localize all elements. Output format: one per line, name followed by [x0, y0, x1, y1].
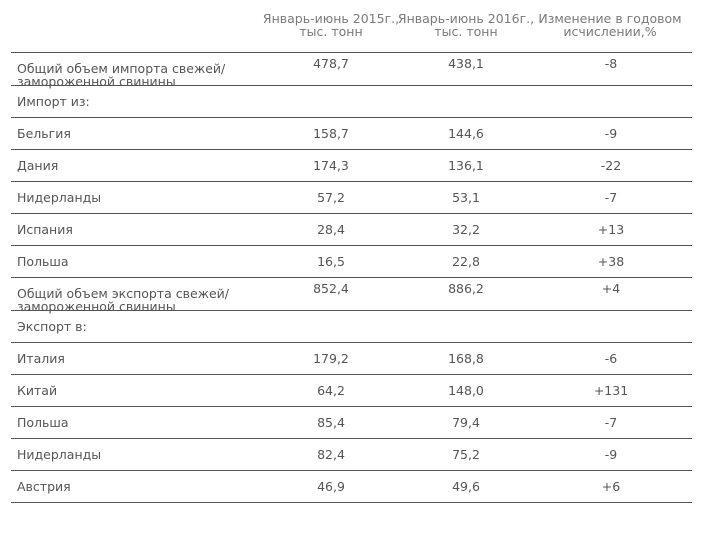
- value-change: -6: [604, 351, 618, 366]
- table-row: Испания 28,4 32,2 +13: [11, 214, 692, 246]
- value-2016: 886,2: [448, 281, 484, 296]
- value-2015: 64,2: [317, 383, 345, 398]
- row-label: Польша: [17, 415, 69, 430]
- row-label: Китай: [17, 383, 58, 398]
- value-2016: 32,2: [452, 222, 480, 237]
- value-2016: 75,2: [452, 447, 480, 462]
- table-row: Польша 85,4 79,4 -7: [11, 407, 692, 439]
- value-2015: 174,3: [313, 158, 349, 173]
- value-2015: 16,5: [317, 254, 345, 269]
- value-2015: 158,7: [313, 126, 349, 141]
- value-2015: 57,2: [317, 190, 345, 205]
- value-2015: 852,4: [313, 281, 349, 296]
- value-change: +13: [597, 222, 625, 237]
- value-2015: 179,2: [313, 351, 349, 366]
- row-label: Экспорт в:: [17, 319, 87, 334]
- header-2015: Январь-июнь 2015г., тыс. тонн: [262, 11, 400, 39]
- value-change: -7: [604, 415, 618, 430]
- table-row: Китай 64,2 148,0 +131: [11, 375, 692, 407]
- table-row: Экспорт в:: [11, 311, 692, 343]
- value-2015: 478,7: [313, 56, 349, 71]
- value-2016: 168,8: [448, 351, 484, 366]
- table-row: Польша 16,5 22,8 +38: [11, 246, 692, 278]
- value-2016: 148,0: [448, 383, 484, 398]
- value-change: -22: [600, 158, 622, 173]
- value-2016: 144,6: [448, 126, 484, 141]
- value-change: -9: [604, 447, 618, 462]
- header-change: Изменение в годовом исчислении,%: [538, 11, 682, 39]
- header-2016: Январь-июнь 2016г., тыс. тонн: [397, 11, 535, 39]
- value-change: -7: [604, 190, 618, 205]
- value-change: +38: [597, 254, 625, 269]
- value-2016: 79,4: [452, 415, 480, 430]
- row-label: Бельгия: [17, 126, 71, 141]
- value-2016: 22,8: [452, 254, 480, 269]
- table-row: Общий объем импорта свежей/ замороженной…: [11, 53, 692, 89]
- value-2015: 46,9: [317, 479, 345, 494]
- table-row: Нидерланды 57,2 53,1 -7: [11, 182, 692, 214]
- value-change: -8: [604, 56, 618, 71]
- table-row: Общий объем экспорта свежей/ замороженно…: [11, 278, 692, 314]
- row-label: Испания: [17, 222, 73, 237]
- table-row: Нидерланды 82,4 75,2 -9: [11, 439, 692, 471]
- row-label: Импорт из:: [17, 94, 90, 109]
- table-row: Импорт из:: [11, 86, 692, 118]
- table-header: Январь-июнь 2015г., тыс. тонн Январь-июн…: [11, 0, 692, 53]
- row-label: Италия: [17, 351, 65, 366]
- table-row: Италия 179,2 168,8 -6: [11, 343, 692, 375]
- value-change: +4: [601, 281, 621, 296]
- row-label: Дания: [17, 158, 59, 173]
- table-row: Бельгия 158,7 144,6 -9: [11, 118, 692, 150]
- value-2016: 49,6: [452, 479, 480, 494]
- row-label: Общий объем экспорта свежей/ замороженно…: [17, 286, 229, 314]
- value-2016: 438,1: [448, 56, 484, 71]
- value-2016: 136,1: [448, 158, 484, 173]
- row-label: Нидерланды: [17, 447, 102, 462]
- table-row: Дания 174,3 136,1 -22: [11, 150, 692, 182]
- row-label: Общий объем импорта свежей/ замороженной…: [17, 61, 226, 89]
- value-2016: 53,1: [452, 190, 480, 205]
- value-2015: 28,4: [317, 222, 345, 237]
- row-label: Нидерланды: [17, 190, 102, 205]
- value-change: +6: [601, 479, 621, 494]
- row-label: Польша: [17, 254, 69, 269]
- value-2015: 82,4: [317, 447, 345, 462]
- value-change: +131: [593, 383, 629, 398]
- row-label: Австрия: [17, 479, 71, 494]
- value-change: -9: [604, 126, 618, 141]
- table-row: Австрия 46,9 49,6 +6: [11, 471, 692, 503]
- value-2015: 85,4: [317, 415, 345, 430]
- pork-trade-table: Январь-июнь 2015г., тыс. тонн Январь-июн…: [11, 0, 692, 503]
